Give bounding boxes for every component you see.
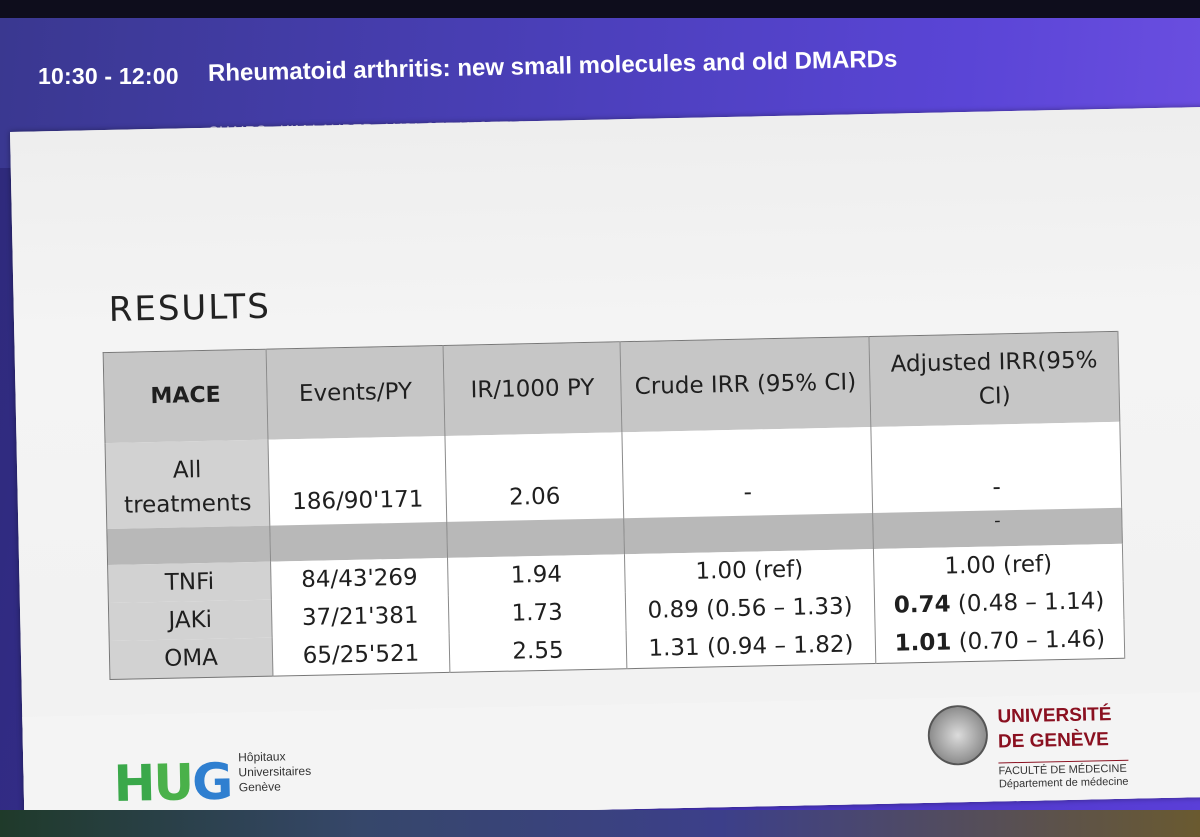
cell-events: 84/43'269 xyxy=(270,557,449,600)
unige-faculty: FACULTÉ DE MÉDECINE Département de médec… xyxy=(998,759,1129,792)
hug-logo: HUG xyxy=(113,752,232,813)
unige-name-line: DE GENÈVE xyxy=(997,729,1110,753)
cell-adjusted: 1.00 (ref) xyxy=(873,543,1124,588)
separator-cell xyxy=(106,525,271,566)
row-label: OMA xyxy=(109,637,273,680)
header-crude-irr: Crude IRR (95% CI) xyxy=(620,336,871,433)
unige-faculty-line: Département de médecine xyxy=(998,775,1129,791)
row-label: TNFi xyxy=(107,561,272,604)
hug-logo-text: Hôpitaux Universitaires Genève xyxy=(238,749,312,796)
cell-ir: 2.06 xyxy=(444,432,624,522)
separator-cell xyxy=(623,513,874,555)
cell-crude: 0.89 (0.56 – 1.33) xyxy=(625,587,876,631)
cell-events: 186/90'171 xyxy=(267,435,447,526)
hug-line: Genève xyxy=(238,779,281,795)
hug-line: Universitaires xyxy=(238,763,312,780)
adjusted-interval: (0.48 – 1.14) xyxy=(950,588,1105,618)
header-ir-1000py: IR/1000 PY xyxy=(443,341,622,436)
hug-logo-g: G xyxy=(191,752,232,812)
cell-adjusted: 0.74 (0.48 – 1.14) xyxy=(874,581,1124,625)
cell-ir: 1.94 xyxy=(447,554,626,596)
slide-background: RESULTS MACE Events/PY IR/1000 PY Crude … xyxy=(10,106,1200,822)
row-label: JAKi xyxy=(108,599,273,642)
unige-name: UNIVERSITÉ DE GENÈVE xyxy=(997,702,1112,754)
cell-crude: - xyxy=(621,427,873,519)
session-title: Rheumatoid arthritis: new small molecule… xyxy=(207,45,898,87)
slide-heading: RESULTS xyxy=(108,286,272,330)
bottom-stage-glow xyxy=(0,810,1200,837)
presentation-slide: RESULTS MACE Events/PY IR/1000 PY Crude … xyxy=(10,106,1200,822)
hug-line: Hôpitaux xyxy=(237,749,286,765)
adjusted-interval: (0.70 – 1.46) xyxy=(951,626,1106,656)
adjusted-point-estimate: 1.01 xyxy=(894,629,952,657)
cell-ir: 2.55 xyxy=(449,630,627,673)
cell-events: 37/21'381 xyxy=(271,595,450,638)
header-events-py: Events/PY xyxy=(266,345,445,440)
adjusted-interval: 1.00 (ref) xyxy=(944,551,1053,580)
header-mace: MACE xyxy=(103,349,268,444)
cell-adjusted: - xyxy=(870,421,1122,514)
unige-name-line: UNIVERSITÉ xyxy=(997,704,1112,728)
slide-footer: HUG Hôpitaux Universitaires Genève UNIVE… xyxy=(22,691,1200,822)
top-dark-band xyxy=(0,0,1200,20)
header-adjusted-irr: Adjusted IRR(95% CI) xyxy=(868,331,1120,428)
cell-crude: 1.31 (0.94 – 1.82) xyxy=(626,624,876,669)
cell-ir: 1.73 xyxy=(448,592,627,634)
separator-cell-adjusted: - xyxy=(872,507,1123,550)
cell-adjusted: 1.01 (0.70 – 1.46) xyxy=(875,619,1125,664)
adjusted-point-estimate: 0.74 xyxy=(893,591,951,619)
unige-seal-icon xyxy=(927,704,989,766)
cell-crude: 1.00 (ref) xyxy=(624,549,875,593)
session-time: 10:30 - 12:00 xyxy=(38,63,179,89)
cell-events: 65/25'521 xyxy=(272,633,450,677)
separator-cell xyxy=(446,518,625,558)
separator-cell xyxy=(269,521,448,562)
results-table: MACE Events/PY IR/1000 PY Crude IRR (95%… xyxy=(102,330,1126,681)
row-label: All treatments xyxy=(105,439,270,530)
